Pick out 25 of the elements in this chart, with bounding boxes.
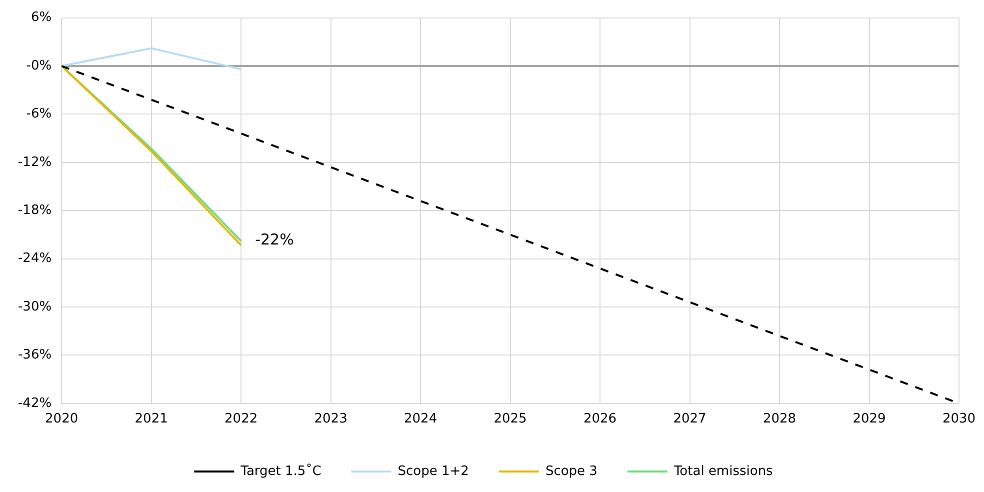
y-tick-label: -30% — [18, 299, 52, 314]
legend-label: Total emissions — [672, 464, 774, 479]
legend-label: Target 1.5˚C — [240, 462, 322, 479]
y-tick-label: -0% — [26, 58, 52, 74]
x-tick-label: 2025 — [494, 412, 527, 427]
y-tick-label: -12% — [18, 154, 52, 170]
y-tick-label: -42% — [18, 396, 52, 411]
x-tick-label: 2023 — [314, 412, 348, 427]
x-tick-label: 2029 — [852, 412, 886, 427]
legend-label: Scope 1+2 — [398, 464, 469, 479]
x-tick-label: 2026 — [583, 412, 617, 427]
annotation: -22% — [255, 230, 294, 249]
y-tick-label: -6% — [26, 106, 52, 122]
x-tick-label: 2027 — [673, 412, 706, 427]
y-tick-label: -24% — [18, 251, 52, 266]
x-tick-label: 2022 — [224, 412, 258, 427]
y-tick-label: -36% — [18, 348, 52, 363]
x-tick-label: 2021 — [134, 412, 168, 427]
y-tick-label: 6% — [30, 10, 52, 26]
x-tick-label: 2028 — [762, 412, 796, 427]
x-tick-label: 2020 — [45, 412, 78, 427]
x-tick-label: 2030 — [942, 412, 976, 427]
legend-label: Scope 3 — [545, 464, 598, 479]
x-tick-label: 2024 — [404, 412, 438, 427]
y-tick-label: -18% — [18, 202, 52, 218]
